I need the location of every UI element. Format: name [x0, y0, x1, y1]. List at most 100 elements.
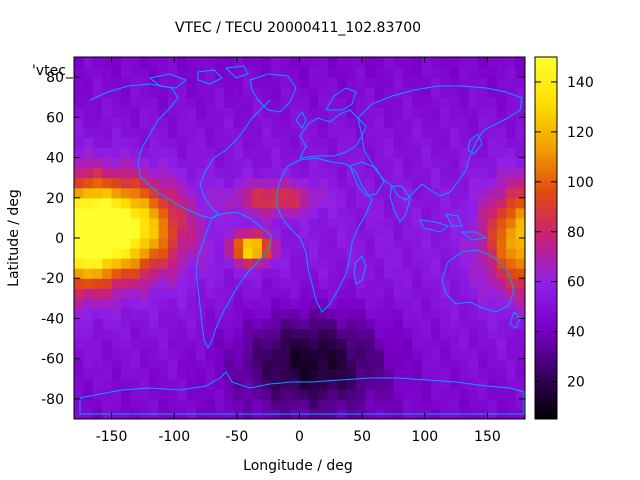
heatmap-cell: [130, 77, 141, 88]
heatmap-cell: [92, 147, 103, 159]
heatmap-cell: [515, 157, 525, 169]
heatmap-cell: [196, 207, 207, 219]
heatmap-cell: [186, 338, 197, 350]
heatmap-cell: [205, 97, 216, 108]
heatmap-cell: [177, 187, 188, 199]
heatmap-cell: [384, 258, 395, 269]
heatmap-cell: [365, 298, 376, 309]
heatmap-cell: [83, 227, 94, 239]
heatmap-cell: [431, 147, 442, 159]
heatmap-cell: [102, 278, 113, 289]
heatmap-cell: [327, 398, 338, 410]
heatmap-cell: [515, 67, 525, 78]
heatmap-cell: [440, 207, 451, 219]
heatmap-cell: [233, 147, 244, 159]
heatmap-cell: [421, 278, 432, 289]
heatmap-cell: [271, 288, 282, 299]
heatmap-cell: [402, 107, 413, 118]
heatmap-cell: [120, 77, 131, 88]
heatmap-cell: [111, 67, 122, 78]
heatmap-cell: [346, 217, 357, 229]
heatmap-cell: [130, 127, 141, 139]
heatmap-cell: [355, 298, 366, 309]
x-tick-label: -150: [96, 429, 128, 445]
heatmap-cell: [290, 288, 301, 299]
heatmap-cell: [167, 157, 178, 169]
heatmap-cell: [205, 207, 216, 219]
heatmap-cell: [431, 177, 442, 189]
heatmap-cell: [318, 398, 329, 410]
heatmap-cell: [243, 177, 254, 189]
heatmap-cell: [290, 57, 301, 68]
heatmap-cell: [205, 318, 216, 330]
heatmap-cell: [374, 87, 385, 98]
heatmap-cell: [337, 97, 348, 108]
heatmap-cell: [196, 227, 207, 239]
heatmap-cell: [431, 278, 442, 289]
heatmap-cell: [355, 57, 366, 68]
heatmap-cell: [468, 278, 479, 289]
heatmap-cell: [515, 268, 525, 279]
heatmap-cell: [478, 77, 489, 88]
heatmap-cell: [327, 358, 338, 370]
heatmap-cell: [496, 318, 507, 330]
heatmap-cell: [468, 308, 479, 320]
heatmap-cell: [120, 388, 131, 400]
heatmap-cell: [186, 107, 197, 118]
heatmap-cell: [402, 167, 413, 179]
heatmap-cell: [402, 378, 413, 390]
heatmap-cell: [243, 147, 254, 159]
heatmap-cell: [393, 217, 404, 229]
heatmap-cell: [130, 378, 141, 390]
heatmap-cell: [186, 238, 197, 249]
heatmap-cell: [402, 348, 413, 360]
heatmap-cell: [111, 147, 122, 159]
heatmap-cell: [468, 117, 479, 128]
heatmap-cell: [224, 378, 235, 390]
heatmap-cell: [74, 278, 84, 289]
heatmap-cell: [205, 127, 216, 139]
heatmap-cell: [290, 87, 301, 98]
heatmap-cell: [515, 388, 525, 400]
heatmap-cell: [158, 268, 169, 279]
heatmap-cell: [421, 238, 432, 249]
heatmap-cell: [233, 87, 244, 98]
heatmap-cell: [224, 67, 235, 78]
heatmap-cell: [83, 348, 94, 360]
heatmap-cell: [243, 227, 254, 239]
heatmap-cell: [318, 258, 329, 269]
heatmap-cell: [308, 268, 319, 279]
heatmap-cell: [243, 238, 254, 249]
heatmap-cell: [308, 67, 319, 78]
heatmap-cell: [149, 57, 160, 68]
heatmap-cell: [431, 398, 442, 410]
heatmap-cell: [478, 368, 489, 380]
heatmap-cell: [139, 238, 150, 249]
heatmap-cell: [280, 328, 291, 340]
heatmap-cell: [459, 77, 470, 88]
heatmap-cell: [431, 227, 442, 239]
heatmap-cell: [327, 217, 338, 229]
heatmap-cell: [233, 288, 244, 299]
heatmap-cell: [402, 238, 413, 249]
heatmap-cell: [233, 248, 244, 259]
heatmap-cell: [431, 298, 442, 309]
heatmap-cell: [478, 338, 489, 350]
heatmap-cell: [402, 288, 413, 299]
colorbar-tick-label: 140: [567, 75, 594, 91]
heatmap-cell: [496, 258, 507, 269]
heatmap-cell: [402, 97, 413, 108]
heatmap-cell: [384, 378, 395, 390]
heatmap-cell: [243, 97, 254, 108]
heatmap-cell: [308, 248, 319, 259]
heatmap-cell: [318, 157, 329, 169]
heatmap-cell: [337, 308, 348, 320]
heatmap-cell: [393, 77, 404, 88]
heatmap-cell: [365, 358, 376, 370]
heatmap-cell: [308, 217, 319, 229]
heatmap-cell: [308, 368, 319, 380]
heatmap-cell: [233, 107, 244, 118]
heatmap-cell: [402, 137, 413, 149]
heatmap-cell: [308, 127, 319, 139]
